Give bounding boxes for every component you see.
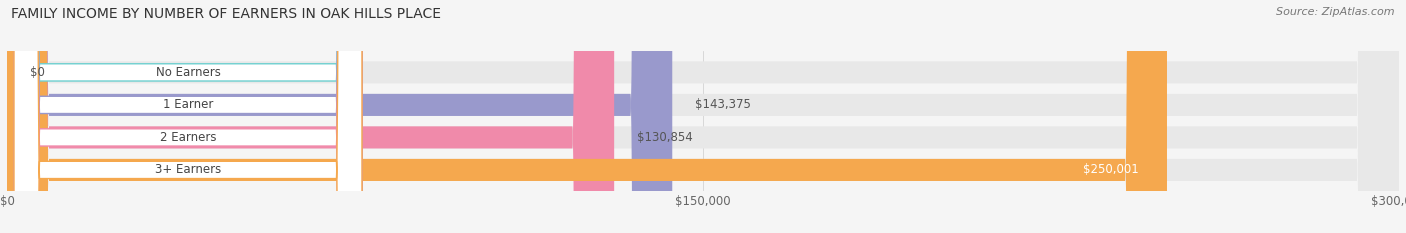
Text: FAMILY INCOME BY NUMBER OF EARNERS IN OAK HILLS PLACE: FAMILY INCOME BY NUMBER OF EARNERS IN OA… xyxy=(11,7,441,21)
FancyBboxPatch shape xyxy=(7,0,614,233)
Text: $130,854: $130,854 xyxy=(637,131,693,144)
FancyBboxPatch shape xyxy=(7,0,672,233)
Text: $143,375: $143,375 xyxy=(696,98,751,111)
Text: Source: ZipAtlas.com: Source: ZipAtlas.com xyxy=(1277,7,1395,17)
FancyBboxPatch shape xyxy=(14,0,361,233)
Text: 2 Earners: 2 Earners xyxy=(160,131,217,144)
FancyBboxPatch shape xyxy=(14,0,361,233)
FancyBboxPatch shape xyxy=(14,0,361,233)
Text: 1 Earner: 1 Earner xyxy=(163,98,214,111)
Text: $250,001: $250,001 xyxy=(1084,163,1139,176)
FancyBboxPatch shape xyxy=(7,0,1399,233)
FancyBboxPatch shape xyxy=(7,0,1399,233)
Text: 3+ Earners: 3+ Earners xyxy=(155,163,221,176)
Text: $0: $0 xyxy=(31,66,45,79)
FancyBboxPatch shape xyxy=(7,0,1399,233)
Text: No Earners: No Earners xyxy=(156,66,221,79)
FancyBboxPatch shape xyxy=(7,0,1167,233)
FancyBboxPatch shape xyxy=(7,0,1399,233)
FancyBboxPatch shape xyxy=(14,0,361,233)
